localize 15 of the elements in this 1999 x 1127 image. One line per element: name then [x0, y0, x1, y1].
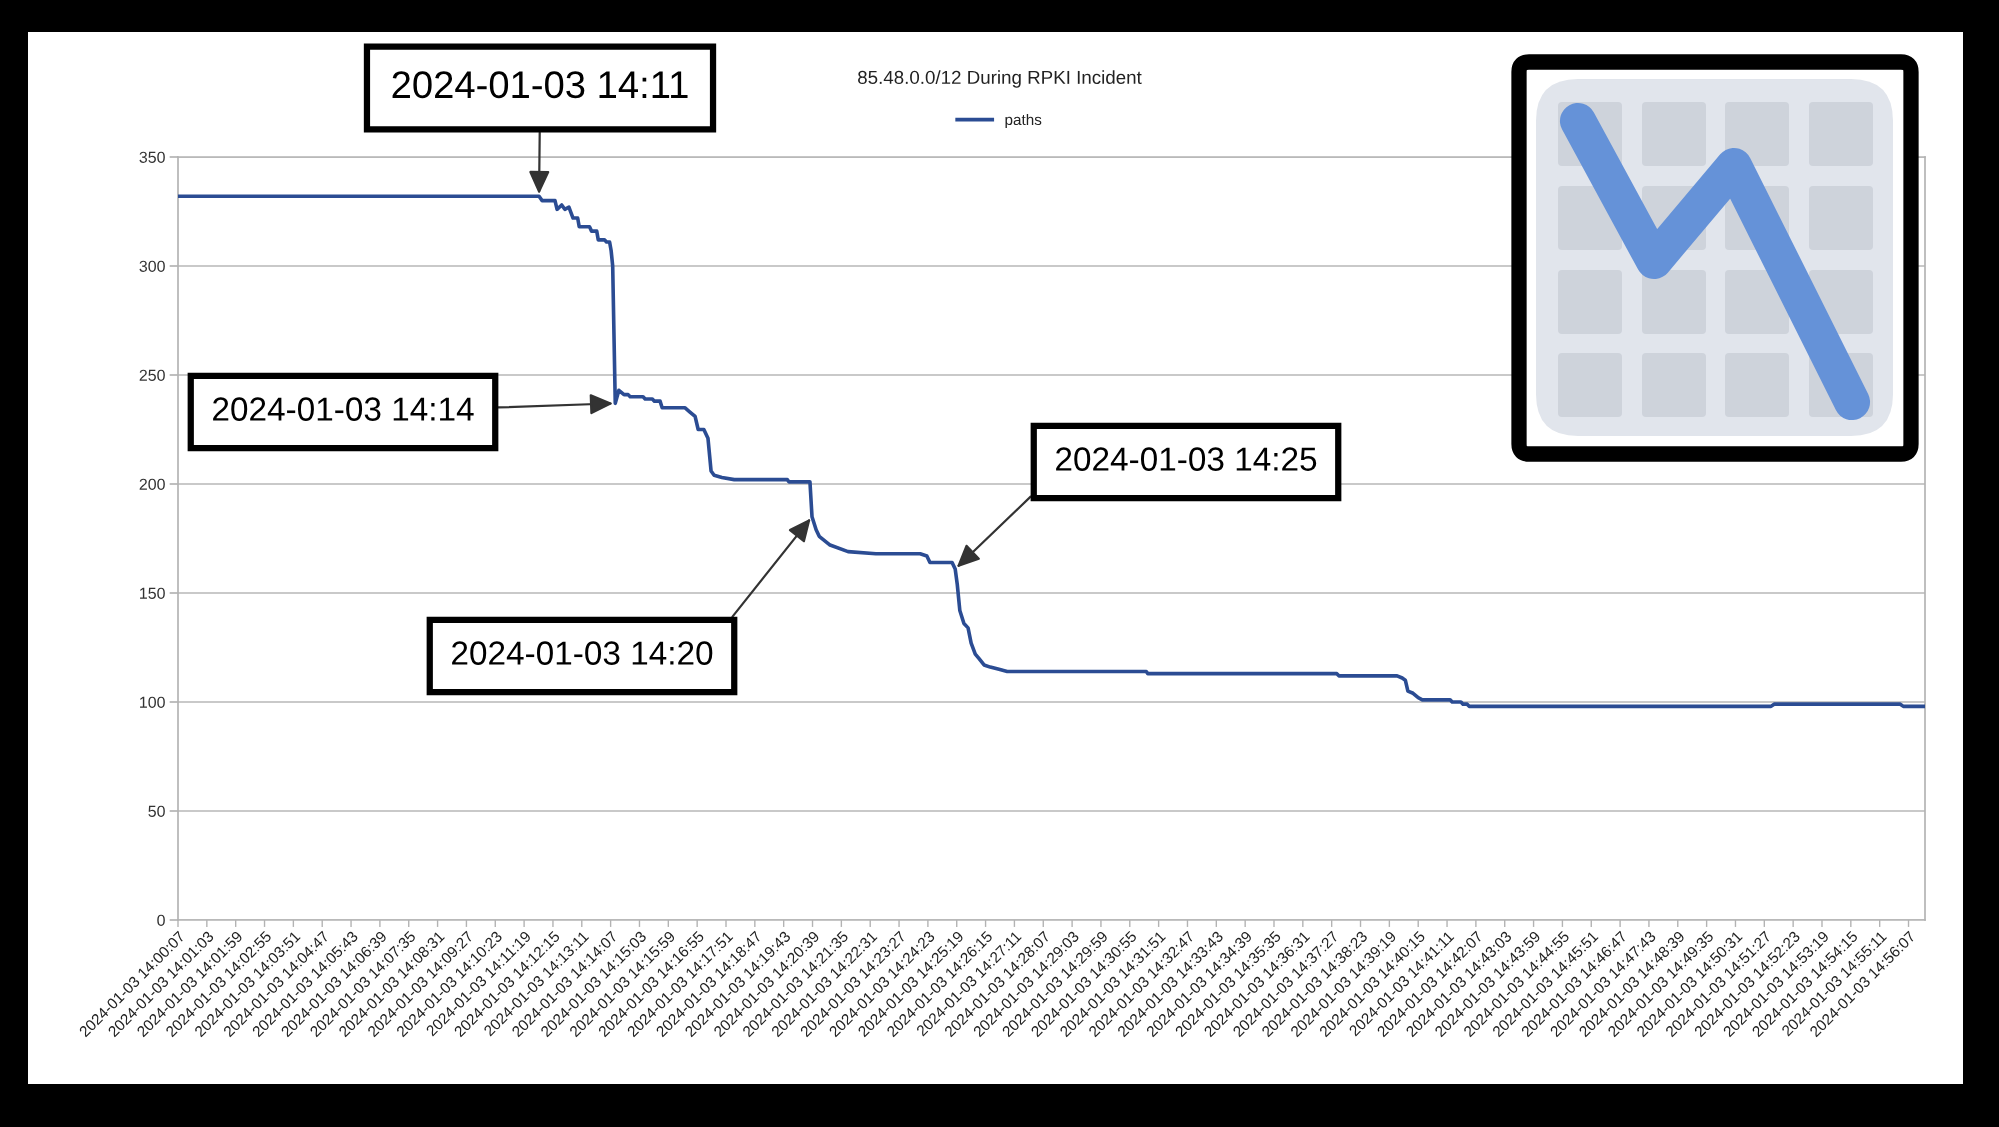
- y-tick-label: 0: [157, 914, 165, 926]
- annotation: 2024-01-03 14:25: [1056, 447, 1317, 471]
- annotation: 2024-01-03 14:14: [213, 397, 474, 421]
- annotation: 2024-01-03 14:20: [452, 641, 713, 665]
- line-series: [178, 194, 1925, 709]
- chart-title: 85.48.0.0/12 During RPKI Incident: [858, 70, 1142, 88]
- y-tick-label: 300: [139, 260, 165, 272]
- y-tick-label: 200: [139, 478, 165, 490]
- y-tick-label: 150: [140, 587, 165, 599]
- annotation: 2024-01-03 14:11: [392, 71, 688, 99]
- y-tick-label: 100: [140, 696, 165, 708]
- y-tick-label: 350: [139, 151, 165, 163]
- y-tick-label: 50: [148, 805, 165, 817]
- legend-label: paths: [1005, 113, 1042, 129]
- y-tick-label: 250: [139, 369, 165, 381]
